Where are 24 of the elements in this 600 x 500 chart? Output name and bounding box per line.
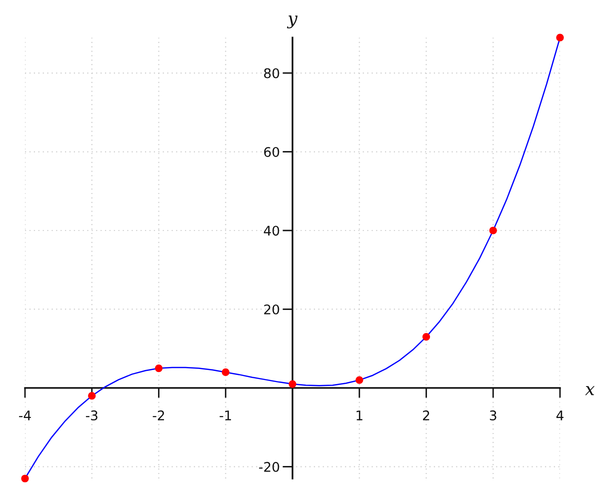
point [21, 474, 29, 482]
point [356, 376, 364, 384]
y-axis-title: y [286, 15, 298, 28]
x-tick-label: -1 [220, 410, 231, 420]
y-tick-label: 60 [264, 146, 280, 157]
x-tick-label: -3 [86, 410, 98, 420]
x-tick-label: -4 [19, 410, 31, 420]
point [556, 34, 564, 42]
x-tick-label: 2 [423, 410, 430, 420]
point [422, 332, 430, 341]
y-tick-label: 40 [264, 226, 280, 236]
x-tick-label: -2 [152, 410, 164, 420]
x-axis-title: x [585, 386, 595, 396]
x-tick-label: 4 [556, 410, 564, 420]
y-tick-label: -20 [259, 462, 280, 472]
point [222, 368, 230, 376]
y-tick-label: 80 [264, 68, 280, 78]
point [489, 226, 497, 234]
y-tick-label: 20 [264, 304, 280, 314]
point [154, 364, 163, 372]
point [288, 380, 296, 388]
x-tick-label: 1 [356, 410, 362, 420]
x-tick-label: 3 [490, 410, 496, 420]
point [88, 392, 96, 400]
